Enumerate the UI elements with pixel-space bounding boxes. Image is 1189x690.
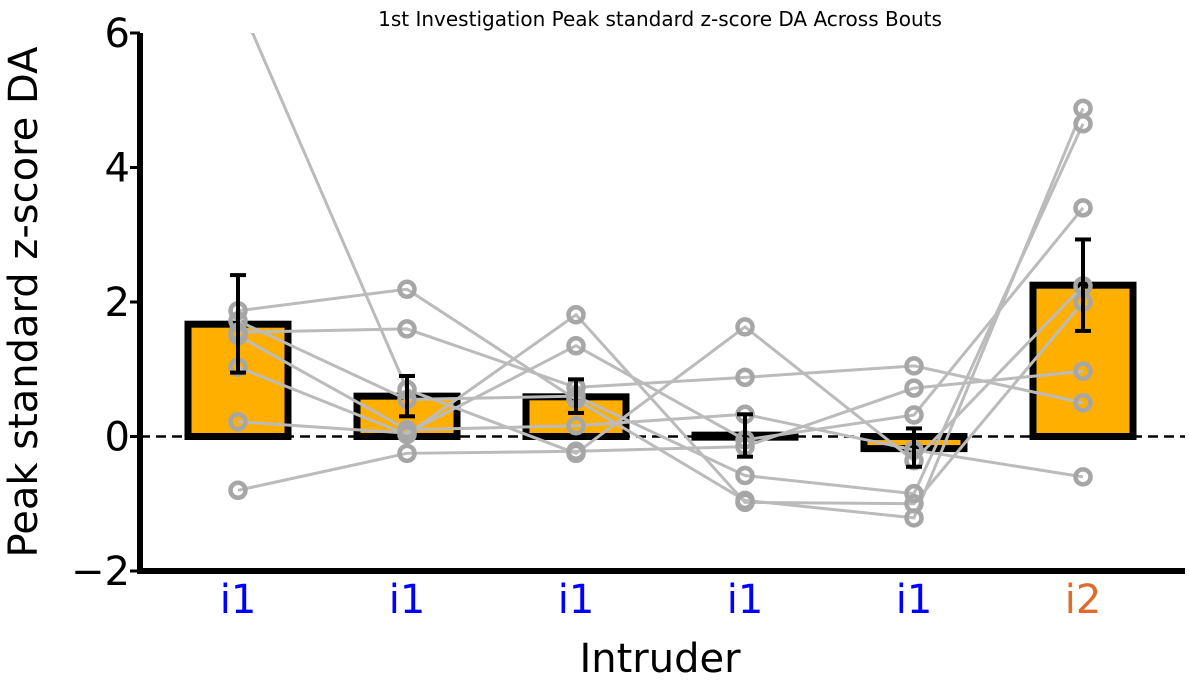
subject-2-point-2 xyxy=(397,279,417,299)
subject-line-7 xyxy=(237,369,1084,492)
subject-6-point-5 xyxy=(904,405,924,425)
chart-title: 1st Investigation Peak standard z-score … xyxy=(378,7,942,31)
y-tick-label-2: 0 xyxy=(105,415,130,461)
subject-line-4 xyxy=(237,123,1085,496)
subject-line-6 xyxy=(237,206,1085,442)
subject-6-point-6 xyxy=(1073,198,1093,218)
y-axis-label: Peak standard z-score DA xyxy=(1,46,47,558)
subject-4-point-4 xyxy=(735,465,755,486)
subject-4-point-6 xyxy=(1073,114,1093,134)
subject-line-5 xyxy=(237,301,1085,506)
x-tick-label-3: i1 xyxy=(558,577,595,623)
subject-4-point-5 xyxy=(904,483,924,504)
y-tick-label-1: −2 xyxy=(71,549,130,595)
subject-6-point-1 xyxy=(228,411,248,432)
subject-5-point-3 xyxy=(566,305,586,325)
plot-area: −2 0 2 4 6 i1 i1 i1 i1 i1 i2 xyxy=(71,11,1185,623)
y-tick-label-3: 2 xyxy=(105,280,130,326)
subject-3-point-4 xyxy=(735,367,755,388)
y-tick-label-5: 6 xyxy=(105,11,130,57)
x-axis-label: Intruder xyxy=(579,636,741,682)
x-tick-label-6: i2 xyxy=(1065,577,1102,623)
x-tick-label-1: i1 xyxy=(220,577,257,623)
subject-7-point-5 xyxy=(904,378,924,398)
y-tick-label-4: 4 xyxy=(105,146,130,192)
x-tick-label-2: i1 xyxy=(389,577,426,623)
subject-7-point-2 xyxy=(397,443,417,464)
subject-8-point-3 xyxy=(566,415,586,436)
x-tick-label-4: i1 xyxy=(727,577,764,623)
subject-5-point-5 xyxy=(904,494,924,514)
subject-7-point-1 xyxy=(228,480,248,501)
subject-line-8 xyxy=(237,334,1084,479)
subject-1-point-4 xyxy=(735,317,755,337)
subject-6-point-3 xyxy=(566,335,586,356)
subject-3-point-5 xyxy=(904,356,924,376)
subject-7-point-3 xyxy=(566,441,586,462)
subject-8-point-2 xyxy=(397,420,417,440)
x-tick-label-5: i1 xyxy=(896,577,933,623)
subject-7-point-6 xyxy=(1073,361,1093,382)
subject-line-3 xyxy=(237,327,1084,405)
subject-5-point-4 xyxy=(735,492,755,513)
subject-3-point-6 xyxy=(1073,393,1093,413)
subject-3-point-2 xyxy=(397,319,417,339)
subject-8-point-6 xyxy=(1073,467,1093,487)
